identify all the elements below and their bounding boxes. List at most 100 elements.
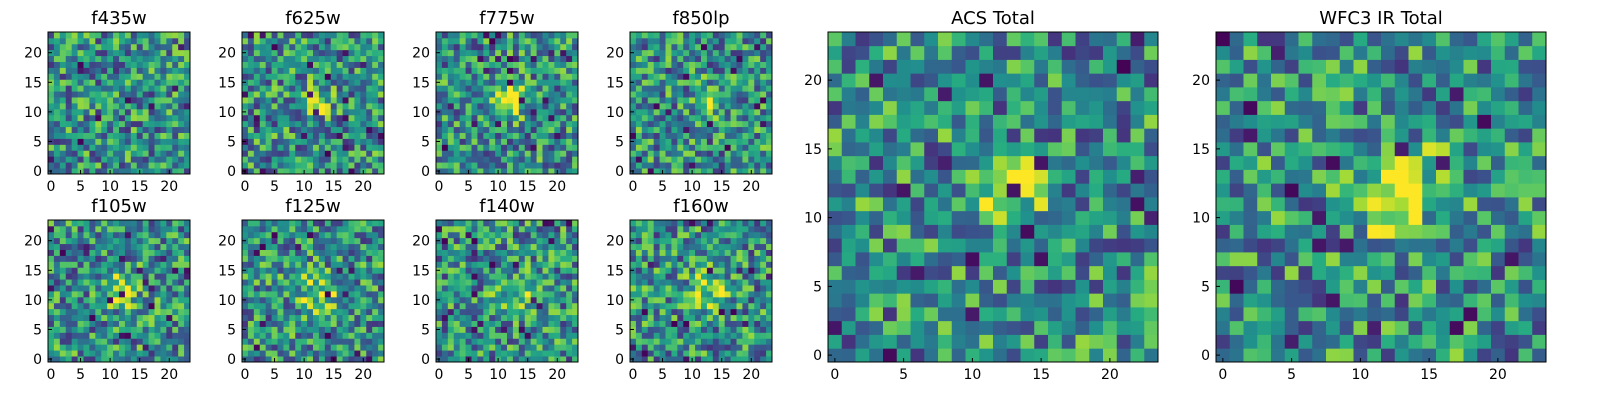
heatmap-cell [48,67,55,74]
heatmap-cell [307,344,314,351]
heatmap-cell [113,285,120,292]
heatmap-cell [530,97,537,104]
heatmap-cell [71,37,78,45]
heatmap-cell [101,320,108,327]
heatmap-cell [378,32,385,39]
heatmap-cell [459,273,466,280]
heatmap-cell [330,138,338,145]
heatmap-cell [184,162,191,169]
heatmap-cell [77,296,84,304]
heatmap-cell [495,43,502,51]
heatmap-cell [718,296,726,304]
heatmap-cell [671,285,678,292]
x-tick-label: 20 [160,179,178,195]
x-tick-label: 0 [434,179,443,195]
heatmap-cell [65,144,73,151]
heatmap-cell [307,162,314,169]
heatmap-cell [683,273,690,280]
heatmap-cell [154,37,161,45]
heatmap-cell [554,138,561,145]
heatmap-cell [760,308,767,316]
heatmap-cell [1130,334,1145,349]
heatmap-cell [372,344,379,351]
heatmap-cell [671,114,678,122]
heatmap-cell [172,32,179,39]
heatmap-cell [271,302,278,310]
heatmap-cell [683,162,690,169]
heatmap-cell [465,291,472,298]
heatmap-cell [277,79,284,86]
heatmap-cell [142,267,149,274]
heatmap-cell [1075,320,1090,335]
heatmap-cell [706,296,714,304]
heatmap-cell [507,237,514,245]
heatmap-cell [671,296,678,304]
heatmap-cell [318,114,326,122]
heatmap-cell [951,238,966,253]
heatmap-cell [677,237,684,245]
heatmap-cell [501,49,508,57]
heatmap-cell [265,126,272,133]
heatmap-cell [247,85,255,92]
heatmap-cell [524,308,532,316]
heatmap-cell [724,168,731,175]
heatmap-cell [471,350,478,357]
heatmap-cell [653,273,660,280]
heatmap-cell [83,73,90,80]
heatmap-cell [554,126,561,133]
heatmap-cell [712,120,720,128]
heatmap-cell [172,79,179,86]
heatmap-cell [253,114,261,122]
heatmap-cell [659,43,666,51]
heatmap-cell [459,67,466,74]
heatmap-cell [471,243,478,250]
heatmap-cell [136,326,144,333]
heatmap-cell [554,150,561,157]
heatmap-cell [554,320,561,327]
heatmap-cell [483,55,490,62]
heatmap-cell [766,261,773,268]
heatmap-cell [265,156,272,163]
heatmap-cell [530,225,537,233]
heatmap-cell [124,243,132,250]
heatmap-cell [65,55,73,62]
heatmap-cell [101,261,108,268]
x-tick-label: 10 [101,367,119,383]
heatmap-cell [501,73,508,80]
heatmap-cell [307,350,314,357]
heatmap-cell [130,126,138,133]
heatmap-cell [65,43,73,51]
heatmap-cell [354,103,361,110]
heatmap-cell [271,73,278,80]
heatmap-cell [489,61,496,68]
heatmap-cell [718,114,726,122]
heatmap-cell [295,55,302,62]
heatmap-cell [295,225,302,233]
heatmap-cell [101,103,108,110]
heatmap-cell [665,73,672,80]
heatmap-cell [671,243,678,250]
heatmap-cell [148,243,155,250]
heatmap-cell [677,279,684,286]
heatmap-cell [659,350,666,357]
heatmap-cell [372,296,379,304]
heatmap-cell [148,231,155,239]
panel-title: f850lp [672,8,729,29]
heatmap-cell [1061,334,1076,349]
heatmap-cell [101,37,108,45]
heatmap-cell [283,49,290,57]
heatmap-cell [653,344,660,351]
heatmap-cell [178,344,185,351]
heatmap-cell [441,350,449,357]
heatmap-cell [653,79,660,86]
heatmap-cell [495,243,502,250]
heatmap-cell [554,156,561,163]
heatmap-cell [253,255,261,262]
heatmap-cell [166,279,173,286]
heatmap-cell [548,231,555,239]
heatmap-cell [659,97,666,104]
heatmap-cell [554,49,561,57]
heatmap-cell [465,144,472,151]
heatmap-cell [378,267,385,274]
heatmap-cell [172,97,179,104]
